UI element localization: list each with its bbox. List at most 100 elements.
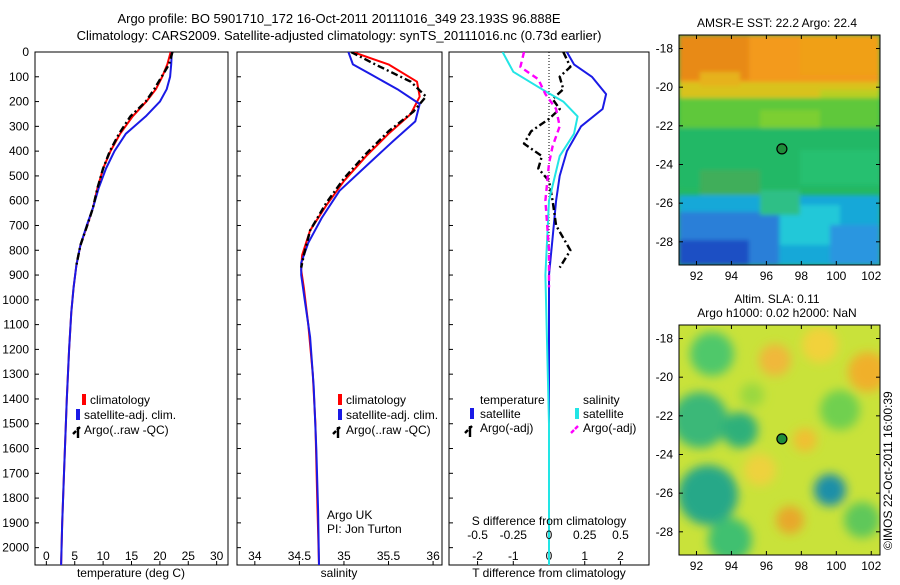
map-x-tick-label: 92 (690, 559, 704, 573)
legend-marker-s-argo (570, 425, 579, 434)
salinity-panel-frame (236, 51, 443, 566)
depth-tick-label: 1700 (2, 466, 29, 480)
series-line-blue (548, 52, 608, 565)
legend-marker-argo (332, 426, 341, 438)
s-difference-tick-label: 0.5 (612, 528, 629, 542)
x-tick-label: 25 (182, 549, 196, 563)
depth-tick-labels: 0 100 200 300 400 500 600 700 800 900 1000 1100 1200… (2, 45, 29, 555)
x-tick-label: 35 (337, 549, 351, 563)
map-y-tick-label: -28 (656, 525, 674, 539)
x-tick-label: 34.5 (288, 549, 312, 563)
sla-map: Altim. SLA: 0.11 Argo h1000: 0.02 h2000:… (656, 292, 882, 573)
legend-marker-satellite-adj (76, 409, 80, 420)
sla-map-ticks: 92 94 96 98 100 102 -18 -20 -22 -24 -26 -28 (656, 325, 882, 573)
depth-tick-label: 1600 (2, 442, 29, 456)
temperature-panel-frame (34, 51, 229, 566)
x-tick-label: 34 (248, 549, 262, 563)
depth-tick-label: 1200 (2, 342, 29, 356)
sst-map-ticks: 92 94 96 98 100 102 -18 -20 -22 -24 -26 -28 (656, 35, 882, 283)
map-x-tick-label: 96 (760, 269, 774, 283)
legend-label-climatology: climatology (346, 393, 406, 407)
temperature-legend: climatology satellite-adj. clim. Argo(..… (72, 393, 176, 438)
legend-marker-s-satellite (575, 408, 579, 419)
depth-tick-label: 2000 (2, 541, 29, 555)
sst-map-frame (678, 34, 881, 266)
salinity-x-ticks: 34 34.5 35 35.5 36 (237, 51, 440, 565)
x-tick-label: -2 (472, 549, 483, 563)
map-y-tick-label: -24 (656, 447, 674, 461)
imos-credit: ©IMOS 22-Oct-2011 16:00:39 (881, 391, 895, 550)
map-x-tick-label: 100 (826, 269, 846, 283)
map-y-tick-label: -22 (656, 409, 674, 423)
map-x-tick-label: 102 (861, 559, 881, 573)
map-x-tick-label: 94 (725, 559, 739, 573)
sla-map-title-line2: Argo h1000: 0.02 h2000: NaN (697, 306, 856, 320)
series-line-blue (60, 52, 173, 565)
salinity-series (300, 52, 428, 565)
map-y-tick-label: -20 (656, 80, 674, 94)
series-line-black (75, 52, 174, 266)
x-tick-label: 15 (125, 549, 139, 563)
x-tick-label: 30 (210, 549, 224, 563)
argo-location-marker (776, 433, 788, 445)
salinity-legend: climatology satellite-adj. clim. Argo(..… (332, 393, 438, 438)
legend-label-argo: Argo(..raw -QC) (346, 423, 431, 437)
s-difference-tick-label: 0 (546, 528, 553, 542)
x-tick-label: 2 (617, 549, 624, 563)
legend-marker-climatology (338, 394, 342, 405)
series-line-black (522, 52, 572, 269)
series-line-blue (300, 52, 421, 565)
sla-map-title-line1: Altim. SLA: 0.11 (734, 292, 819, 306)
depth-tick-label: 200 (9, 95, 29, 109)
difference-series (501, 52, 608, 565)
legend-marker-satellite-adj (338, 409, 342, 420)
depth-tick-label: 100 (9, 70, 29, 84)
legend-marker-t-satellite (470, 408, 474, 419)
s-difference-x-label: S difference from climatology (472, 514, 627, 528)
depth-tick-label: 300 (9, 119, 29, 133)
series-line-magenta (519, 52, 561, 288)
sla-map-frame (678, 324, 881, 556)
salinity-panel: 34 34.5 35 35.5 36 salinity climatology sate… (236, 51, 443, 580)
depth-tick-label: 1500 (2, 417, 29, 431)
depth-tick-label: 500 (9, 169, 29, 183)
x-tick-label: 0 (43, 549, 50, 563)
figure-title-line1: Argo profile: BO 5901710_172 16-Oct-2011… (117, 11, 560, 26)
depth-tick-label: 0 (22, 45, 29, 59)
depth-tick-label: 800 (9, 243, 29, 257)
legend-label-s-satellite: satellite (583, 407, 624, 421)
x-tick-label: 5 (71, 549, 78, 563)
x-tick-label: 1 (581, 549, 588, 563)
depth-tick-label: 1800 (2, 491, 29, 505)
legend-label-satellite-adj: satellite-adj. clim. (84, 408, 176, 422)
depth-tick-label: 1100 (3, 318, 29, 332)
legend-label-t-satellite: satellite (480, 407, 521, 421)
x-tick-label: 35.5 (377, 549, 401, 563)
series-line-cyan (501, 52, 579, 565)
map-x-tick-label: 92 (690, 269, 704, 283)
map-x-tick-label: 100 (826, 559, 846, 573)
legend-label-t-argo: Argo(-adj) (480, 421, 533, 435)
legend-header-salinity: salinity (583, 393, 620, 407)
map-y-tick-label: -20 (656, 370, 674, 384)
series-line-black (300, 52, 428, 268)
x-tick-label: -1 (508, 549, 519, 563)
depth-tick-label: 900 (9, 268, 29, 282)
legend-label-climatology: climatology (90, 393, 150, 407)
sst-map-title: AMSR-E SST: 22.2 Argo: 22.4 (697, 16, 857, 30)
argo-program-label: Argo UK (327, 508, 372, 522)
temperature-x-ticks: 0 5 10 15 20 25 30 (35, 51, 224, 565)
x-tick-label: 10 (96, 549, 110, 563)
legend-label-argo: Argo(..raw -QC) (84, 423, 169, 437)
difference-panel: -2 -1 0 1 2 T difference from climatology S … (448, 51, 650, 580)
map-x-tick-label: 94 (725, 269, 739, 283)
legend-marker-climatology (82, 394, 86, 405)
temperature-x-label: temperature (deg C) (77, 566, 185, 580)
sst-field (679, 35, 880, 265)
s-difference-tick-label: -0.5 (467, 528, 488, 542)
map-y-tick-label: -22 (656, 119, 674, 133)
s-difference-tick-labels: -0.5 -0.25 0 0.25 0.5 (467, 528, 629, 542)
map-y-tick-label: -26 (656, 196, 674, 210)
depth-tick-label: 600 (9, 194, 29, 208)
